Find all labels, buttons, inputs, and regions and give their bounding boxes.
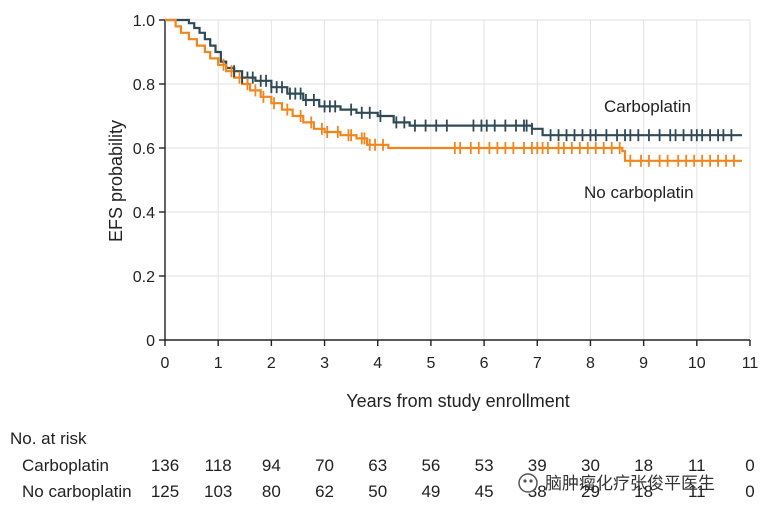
x-axis-title: Years from study enrollment bbox=[346, 391, 569, 411]
risk-value-no-carboplatin: 49 bbox=[421, 482, 440, 501]
risk-value-carboplatin: 11 bbox=[688, 456, 706, 475]
y-tick-label: 1.0 bbox=[133, 13, 155, 30]
risk-value-carboplatin: 56 bbox=[421, 456, 440, 475]
risk-value-carboplatin: 0 bbox=[745, 456, 754, 475]
risk-value-no-carboplatin: 45 bbox=[475, 482, 494, 501]
wechat-icon-dot bbox=[523, 479, 527, 483]
x-tick-label: 10 bbox=[688, 355, 706, 372]
x-tick-label: 5 bbox=[426, 355, 435, 372]
risk-value-carboplatin: 30 bbox=[581, 456, 600, 475]
risk-value-no-carboplatin: 29 bbox=[581, 482, 600, 501]
risk-value-carboplatin: 70 bbox=[315, 456, 334, 475]
grid bbox=[165, 19, 751, 340]
risk-value-no-carboplatin: 125 bbox=[151, 482, 179, 501]
no-carboplatin-curve bbox=[165, 18, 743, 162]
y-tick-label: 0 bbox=[146, 333, 155, 350]
axes: 0 0.2 0.4 0.6 0.8 1.0 0 1 2 3 4 5 6 7 8 9 10 11 bbox=[133, 13, 759, 372]
y-tick-label: 0.2 bbox=[133, 269, 155, 286]
risk-value-carboplatin: 94 bbox=[262, 456, 281, 475]
risk-value-carboplatin: 39 bbox=[528, 456, 547, 475]
watermark-text: 脑肿瘤化疗张俊平医生 bbox=[545, 474, 715, 494]
risk-value-no-carboplatin: 18 bbox=[634, 482, 653, 501]
x-tick-label: 3 bbox=[320, 355, 329, 372]
risk-value-no-carboplatin: 11 bbox=[688, 482, 706, 501]
wechat-icon bbox=[518, 473, 538, 493]
curves bbox=[165, 18, 743, 162]
carboplatin-label: Carboplatin bbox=[604, 97, 691, 116]
y-tick-label: 0.6 bbox=[133, 141, 155, 158]
y-tick-label: 0.4 bbox=[133, 205, 155, 222]
risk-value-no-carboplatin: 62 bbox=[315, 482, 334, 501]
x-tick-label: 11 bbox=[742, 355, 759, 372]
risk-value-no-carboplatin: 0 bbox=[745, 482, 754, 501]
risk-table: No. at risk Carboplatin No carboplatin 1… bbox=[10, 429, 755, 501]
x-tick-label: 7 bbox=[533, 355, 542, 372]
x-tick-label: 4 bbox=[373, 355, 382, 372]
x-tick-label: 0 bbox=[161, 355, 170, 372]
x-tick-label: 9 bbox=[639, 355, 648, 372]
carboplatin-curve bbox=[165, 18, 743, 137]
risk-value-no-carboplatin: 103 bbox=[204, 482, 232, 501]
x-tick-label: 6 bbox=[480, 355, 489, 372]
risk-value-carboplatin: 18 bbox=[634, 456, 653, 475]
x-tick-label: 8 bbox=[586, 355, 595, 372]
watermark: 脑肿瘤化疗张俊平医生 bbox=[518, 473, 715, 494]
risk-row-label-carboplatin: Carboplatin bbox=[22, 456, 109, 475]
risk-value-carboplatin: 63 bbox=[368, 456, 387, 475]
y-tick-label: 0.8 bbox=[133, 77, 155, 94]
risk-value-carboplatin: 53 bbox=[475, 456, 494, 475]
risk-value-no-carboplatin: 80 bbox=[262, 482, 281, 501]
x-tick-label: 1 bbox=[214, 355, 223, 372]
censor-marks bbox=[222, 58, 735, 167]
no-carboplatin-label: No carboplatin bbox=[584, 183, 694, 202]
risk-value-no-carboplatin: 50 bbox=[368, 482, 387, 501]
y-axis-title: EFS probability bbox=[106, 120, 126, 242]
x-tick-label: 2 bbox=[267, 355, 276, 372]
risk-row-label-no-carboplatin: No carboplatin bbox=[22, 482, 132, 501]
wechat-icon-dot bbox=[529, 479, 533, 483]
risk-value-carboplatin: 118 bbox=[205, 456, 232, 475]
risk-table-title: No. at risk bbox=[10, 429, 87, 448]
risk-value-carboplatin: 136 bbox=[151, 456, 179, 475]
